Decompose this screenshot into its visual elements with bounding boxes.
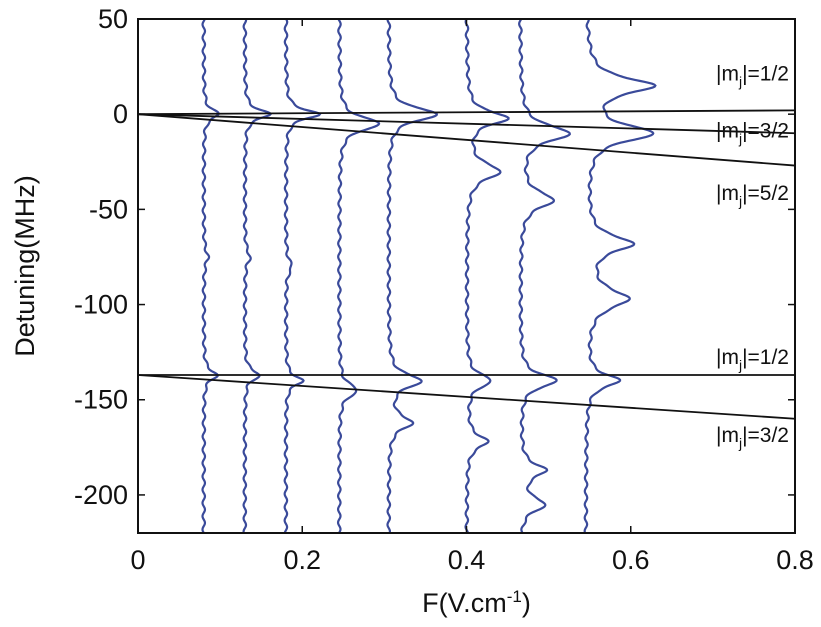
- x-tick-label: 0.4: [448, 545, 486, 575]
- y-tick-label: -100: [74, 290, 128, 320]
- level-annotation: |mj|=1/2: [716, 62, 789, 89]
- level-annotation: |mj|=5/2: [716, 182, 789, 209]
- spectrum-trace: [336, 19, 381, 533]
- level-annotation: |mj|=3/2: [716, 424, 789, 451]
- y-tick-label: 50: [98, 4, 128, 34]
- x-tick-label: 0.2: [283, 545, 321, 575]
- level-line: [138, 109, 795, 116]
- y-tick-label: 0: [113, 99, 128, 129]
- level-line: [138, 374, 795, 420]
- x-axis-title: F(V.cm-1): [422, 587, 531, 618]
- level-line: [138, 113, 795, 135]
- y-axis-title: Detuning(MHz): [10, 175, 40, 357]
- spectrum-trace: [386, 19, 439, 533]
- y-tick-label: -50: [89, 194, 128, 224]
- spectrum-trace: [283, 19, 322, 533]
- level-annotation: |mj|=1/2: [716, 346, 789, 373]
- x-tick-label: 0.8: [776, 545, 814, 575]
- spectrum-trace: [583, 19, 657, 533]
- level-annotation: |mj|=3/2: [716, 119, 789, 146]
- spectrum-trace: [518, 19, 571, 533]
- spectrum-trace: [464, 19, 510, 533]
- y-tick-label: -150: [74, 385, 128, 415]
- y-tick-label: -200: [74, 480, 128, 510]
- x-tick-label: 0: [130, 545, 145, 575]
- x-tick-label: 0.6: [612, 545, 650, 575]
- spectrum-trace: [242, 19, 272, 533]
- spectrum-trace: [201, 19, 220, 533]
- level-line: [138, 113, 795, 167]
